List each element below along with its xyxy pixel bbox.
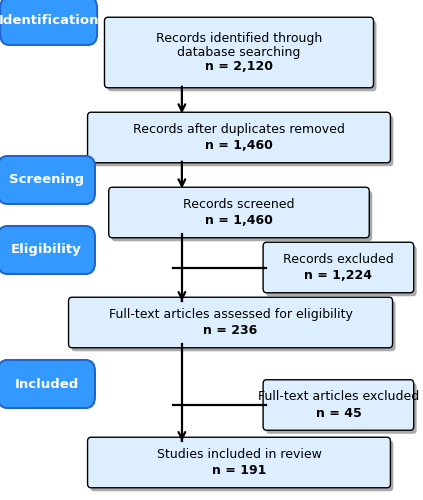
- Text: n = 2,120: n = 2,120: [205, 60, 273, 73]
- FancyBboxPatch shape: [88, 112, 390, 163]
- Text: n = 191: n = 191: [212, 464, 266, 477]
- Text: n = 236: n = 236: [203, 324, 258, 338]
- Text: Records screened: Records screened: [183, 198, 295, 210]
- Text: Screening: Screening: [9, 174, 84, 186]
- FancyBboxPatch shape: [0, 0, 97, 45]
- Text: Included: Included: [14, 378, 79, 390]
- Text: Full-text articles assessed for eligibility: Full-text articles assessed for eligibil…: [109, 308, 352, 320]
- FancyBboxPatch shape: [109, 187, 369, 238]
- FancyBboxPatch shape: [0, 226, 95, 274]
- Text: n = 1,460: n = 1,460: [205, 140, 273, 152]
- Text: Eligibility: Eligibility: [11, 244, 82, 256]
- Text: Full-text articles excluded: Full-text articles excluded: [258, 390, 419, 403]
- Text: n = 1,460: n = 1,460: [205, 214, 273, 228]
- FancyBboxPatch shape: [112, 191, 372, 242]
- FancyBboxPatch shape: [104, 17, 374, 88]
- FancyBboxPatch shape: [0, 360, 95, 408]
- Text: Identification: Identification: [0, 14, 99, 28]
- FancyBboxPatch shape: [107, 20, 376, 91]
- FancyBboxPatch shape: [266, 383, 417, 434]
- FancyBboxPatch shape: [88, 437, 390, 488]
- Text: Records after duplicates removed: Records after duplicates removed: [133, 122, 345, 136]
- Text: Records excluded: Records excluded: [283, 252, 394, 266]
- Text: n = 1,224: n = 1,224: [305, 270, 372, 282]
- Text: database searching: database searching: [177, 46, 301, 59]
- FancyBboxPatch shape: [91, 116, 393, 166]
- Text: Records identified through: Records identified through: [156, 32, 322, 45]
- Text: Studies included in review: Studies included in review: [157, 448, 321, 460]
- FancyBboxPatch shape: [0, 156, 95, 204]
- FancyBboxPatch shape: [263, 380, 414, 430]
- FancyBboxPatch shape: [71, 301, 396, 351]
- Text: n = 45: n = 45: [316, 407, 361, 420]
- FancyBboxPatch shape: [263, 242, 414, 292]
- FancyBboxPatch shape: [69, 297, 393, 348]
- FancyBboxPatch shape: [266, 246, 417, 296]
- FancyBboxPatch shape: [91, 441, 393, 491]
